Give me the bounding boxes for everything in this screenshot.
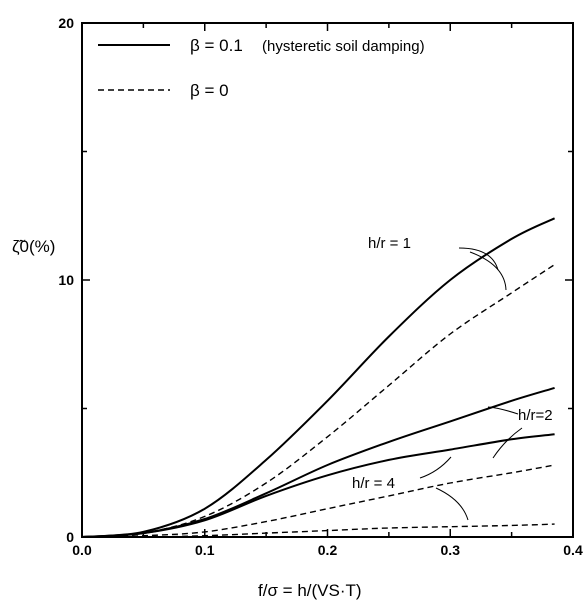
x-tick-label: 0.0 xyxy=(72,542,92,558)
annotation-hr2-leader xyxy=(487,406,519,415)
axis-ticks xyxy=(81,22,574,538)
legend: β = 0.1 (hysteretic soil damping) β = 0 xyxy=(98,36,425,100)
annotation-hr1-leader-2 xyxy=(469,251,507,291)
annotations: h/r = 1 h/r=2 h/r = 4 xyxy=(352,235,553,521)
x-tick-label: 0.1 xyxy=(195,542,215,558)
axis-tick-labels: 0.0 0.1 0.2 0.3 0.4 0 10 20 xyxy=(58,15,583,558)
annotation-hr2: h/r=2 xyxy=(518,407,553,424)
y-tick-label: 20 xyxy=(58,15,74,31)
annotation-hr2-leader-2 xyxy=(492,427,523,459)
y-tick-label: 10 xyxy=(58,272,74,288)
annotation-hr4: h/r = 4 xyxy=(352,475,395,492)
annotation-hr4-leader xyxy=(419,456,452,479)
x-tick-label: 0.4 xyxy=(563,542,583,558)
series-line-hr1-dashed xyxy=(81,264,555,538)
series-line-hr4-solid xyxy=(81,433,555,538)
legend-solid-label: β = 0.1 xyxy=(190,36,243,55)
series-line-hr1-solid xyxy=(81,217,556,538)
annotation-hr1: h/r = 1 xyxy=(368,235,411,252)
legend-dashed-label: β = 0 xyxy=(190,81,229,100)
annotation-hr4-leader-2 xyxy=(435,487,469,521)
x-axis-title: f/σ = h/(VS·T) xyxy=(258,581,362,600)
y-axis-title: ζ̃0(%) xyxy=(12,237,55,256)
series-line-hr4-dashed xyxy=(81,523,555,538)
x-tick-label: 0.2 xyxy=(318,542,338,558)
annotation-hr1-leader xyxy=(458,247,499,271)
series-curves xyxy=(81,217,556,538)
legend-solid-note: (hysteretic soil damping) xyxy=(262,38,425,55)
plot-frame xyxy=(81,22,574,538)
y-tick-label: 0 xyxy=(66,529,74,545)
x-tick-label: 0.3 xyxy=(441,542,461,558)
